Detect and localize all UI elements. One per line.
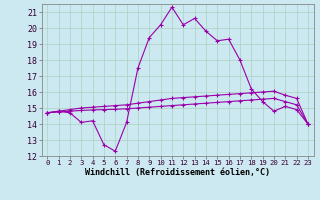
X-axis label: Windchill (Refroidissement éolien,°C): Windchill (Refroidissement éolien,°C) — [85, 168, 270, 177]
